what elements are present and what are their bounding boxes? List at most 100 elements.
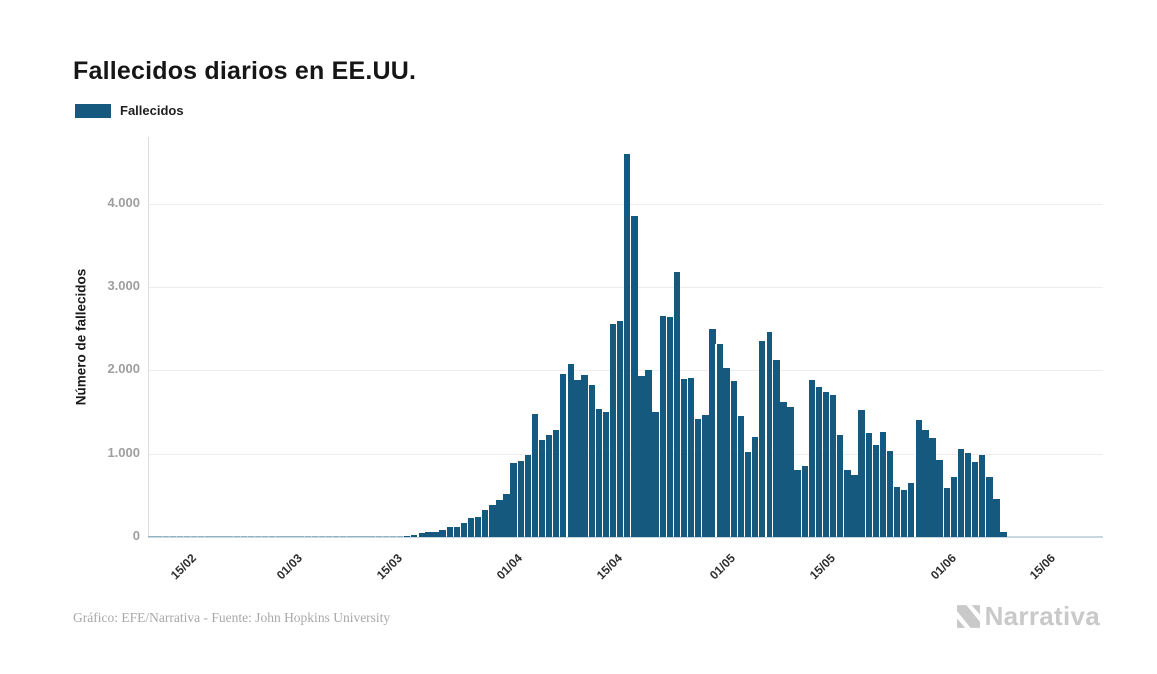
bar[interactable] bbox=[261, 536, 269, 537]
bar[interactable] bbox=[489, 504, 496, 537]
bar[interactable] bbox=[269, 536, 276, 537]
bar[interactable] bbox=[304, 536, 311, 537]
bar[interactable] bbox=[482, 509, 489, 537]
bar[interactable] bbox=[503, 493, 510, 537]
bar[interactable] bbox=[396, 535, 404, 537]
bar[interactable] bbox=[240, 536, 248, 537]
bar[interactable] bbox=[553, 430, 560, 537]
bar[interactable] bbox=[297, 536, 304, 537]
bar[interactable] bbox=[616, 321, 624, 537]
bar[interactable] bbox=[467, 518, 475, 537]
bar[interactable] bbox=[950, 476, 958, 537]
bar[interactable] bbox=[872, 445, 879, 537]
bar[interactable] bbox=[567, 363, 574, 537]
bar[interactable] bbox=[389, 536, 397, 537]
bar[interactable] bbox=[666, 317, 674, 537]
bar[interactable] bbox=[340, 536, 347, 537]
bar[interactable] bbox=[190, 536, 198, 537]
bar[interactable] bbox=[602, 412, 610, 537]
bar[interactable] bbox=[702, 415, 709, 537]
bar[interactable] bbox=[744, 452, 752, 537]
bar[interactable] bbox=[460, 523, 468, 537]
bar[interactable] bbox=[382, 536, 390, 537]
bar[interactable] bbox=[908, 482, 915, 537]
bar[interactable] bbox=[751, 437, 759, 537]
bar[interactable] bbox=[794, 470, 801, 537]
bar[interactable] bbox=[624, 154, 631, 537]
bar[interactable] bbox=[347, 536, 354, 537]
bar[interactable] bbox=[758, 341, 766, 537]
bar[interactable] bbox=[155, 536, 162, 537]
bar[interactable] bbox=[474, 517, 482, 537]
bar[interactable] bbox=[986, 476, 993, 537]
bar[interactable] bbox=[851, 475, 858, 537]
bar[interactable] bbox=[915, 420, 922, 537]
bar[interactable] bbox=[801, 466, 808, 537]
bar[interactable] bbox=[162, 536, 169, 537]
bar[interactable] bbox=[787, 407, 794, 537]
bar[interactable] bbox=[631, 215, 638, 537]
bar[interactable] bbox=[588, 384, 595, 537]
bar[interactable] bbox=[929, 437, 936, 537]
bar[interactable] bbox=[226, 536, 233, 537]
bar[interactable] bbox=[517, 461, 524, 537]
bar[interactable] bbox=[971, 461, 979, 537]
bar[interactable] bbox=[659, 316, 666, 537]
bar[interactable] bbox=[900, 490, 908, 537]
bar[interactable] bbox=[964, 452, 972, 537]
bar[interactable] bbox=[687, 377, 695, 537]
bar[interactable] bbox=[368, 536, 375, 537]
bar[interactable] bbox=[581, 374, 588, 537]
bar[interactable] bbox=[212, 536, 219, 537]
bar[interactable] bbox=[318, 536, 326, 537]
bar[interactable] bbox=[538, 440, 546, 537]
bar[interactable] bbox=[858, 410, 865, 537]
bar[interactable] bbox=[695, 418, 702, 537]
bar[interactable] bbox=[233, 536, 240, 537]
bar[interactable] bbox=[723, 367, 730, 537]
bar[interactable] bbox=[453, 527, 461, 537]
bar[interactable] bbox=[879, 432, 887, 537]
bar[interactable] bbox=[709, 328, 716, 537]
bar[interactable] bbox=[198, 536, 205, 537]
bar[interactable] bbox=[439, 529, 446, 537]
bar[interactable] bbox=[411, 534, 418, 537]
bar[interactable] bbox=[595, 408, 603, 537]
bar[interactable] bbox=[254, 536, 262, 537]
bar[interactable] bbox=[205, 536, 212, 537]
bar[interactable] bbox=[979, 455, 986, 537]
bar[interactable] bbox=[780, 402, 787, 537]
bar[interactable] bbox=[283, 536, 290, 537]
bar[interactable] bbox=[652, 412, 659, 537]
bar[interactable] bbox=[993, 499, 1000, 537]
bar[interactable] bbox=[737, 416, 745, 537]
bar[interactable] bbox=[176, 536, 184, 537]
bar[interactable] bbox=[865, 432, 872, 537]
bar[interactable] bbox=[829, 395, 837, 537]
bar[interactable] bbox=[886, 451, 894, 537]
bar[interactable] bbox=[545, 435, 553, 537]
bar[interactable] bbox=[922, 429, 929, 537]
bar[interactable] bbox=[183, 536, 191, 537]
bar[interactable] bbox=[311, 536, 319, 537]
bar[interactable] bbox=[219, 536, 226, 537]
bar[interactable] bbox=[808, 380, 816, 537]
bar[interactable] bbox=[276, 536, 283, 537]
bar[interactable] bbox=[815, 387, 823, 537]
bar[interactable] bbox=[638, 376, 645, 537]
bar[interactable] bbox=[609, 323, 617, 537]
bar[interactable] bbox=[354, 536, 361, 537]
bar[interactable] bbox=[290, 536, 297, 537]
bar[interactable] bbox=[148, 536, 155, 537]
bar[interactable] bbox=[247, 536, 255, 537]
bar[interactable] bbox=[893, 487, 901, 537]
bar[interactable] bbox=[822, 392, 830, 537]
bar[interactable] bbox=[361, 536, 368, 537]
bar[interactable] bbox=[531, 414, 539, 537]
bar[interactable] bbox=[957, 448, 965, 537]
bar[interactable] bbox=[673, 272, 681, 537]
bar[interactable] bbox=[496, 499, 503, 537]
bar[interactable] bbox=[837, 435, 844, 537]
bar[interactable] bbox=[936, 460, 943, 537]
bar[interactable] bbox=[730, 381, 737, 537]
